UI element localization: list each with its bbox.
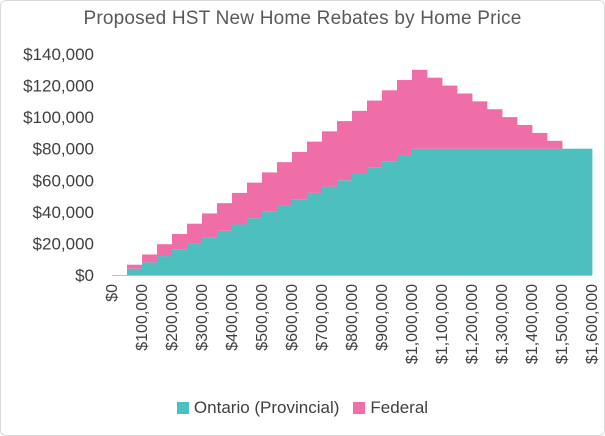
x-tick-label: $1,500,000 [554,284,571,364]
federal-step-7 [217,203,233,231]
ontario-step-10 [262,211,278,275]
ontario-step-25 [487,148,503,275]
legend-label-federal: Federal [370,398,429,417]
ontario-step-26 [502,148,518,275]
federal-step-13 [307,141,323,193]
federal-step-11 [277,162,293,206]
ontario-step-24 [472,148,488,275]
legend: Ontario (Provincial) Federal [0,398,605,418]
x-tick-label: $1,300,000 [494,284,511,364]
ontario-step-2 [142,262,158,275]
series-layer [127,69,593,275]
ontario-step-14 [322,186,338,275]
y-tick-label: $120,000 [23,77,94,96]
legend-item-ontario: Ontario (Provincial) [176,398,340,418]
federal-step-24 [472,101,488,149]
x-tick-label: $800,000 [344,284,361,351]
ontario-step-13 [307,192,323,275]
ontario-step-18 [382,161,398,275]
x-tick-label: $700,000 [314,284,331,351]
x-tick-label: $1,600,000 [584,284,601,364]
x-tick-label: $500,000 [254,284,271,351]
legend-label-ontario: Ontario (Provincial) [193,398,340,417]
x-tick-label: $900,000 [374,284,391,351]
y-axis: $0 $20,000 $40,000 $60,000 $80,000 $100,000 $1… [23,45,94,285]
federal-step-19 [397,80,413,156]
ontario-step-20 [412,148,428,275]
federal-step-3 [157,244,173,257]
y-tick-label: $140,000 [23,45,94,64]
ontario-step-11 [277,205,293,275]
y-tick-label: $60,000 [33,171,94,190]
federal-step-23 [457,93,473,149]
ontario-step-4 [172,249,188,275]
federal-step-14 [322,131,338,187]
y-tick-label: $20,000 [33,234,94,253]
ontario-step-27 [517,148,533,275]
federal-step-12 [292,151,308,200]
federal-step-21 [427,77,443,149]
x-tick-label: $1,400,000 [524,284,541,364]
federal-step-10 [262,172,278,212]
y-tick-label: $40,000 [33,203,94,222]
ontario-step-6 [202,237,218,275]
x-tick-label: $1,100,000 [434,284,451,364]
ontario-step-1 [127,268,143,275]
ontario-step-16 [352,173,368,275]
ontario-step-19 [397,155,413,275]
ontario-step-3 [157,256,173,275]
federal-step-18 [382,90,398,162]
ontario-step-31 [577,148,593,275]
y-tick-label: $100,000 [23,108,94,127]
federal-step-16 [352,110,368,174]
federal-step-22 [442,85,458,149]
ontario-step-17 [367,167,383,275]
federal-step-8 [232,192,248,225]
ontario-step-8 [232,224,248,275]
x-tick-label: $100,000 [134,284,151,351]
federal-step-17 [367,100,383,168]
ontario-step-30 [562,148,578,275]
federal-step-15 [337,121,353,181]
ontario-step-28 [532,148,548,275]
federal-step-28 [532,132,548,149]
x-axis: $0 $100,000 $200,000 $300,000 $400,000 $500,0… [104,275,601,364]
federal-step-25 [487,109,503,149]
ontario-step-7 [217,230,233,275]
federal-step-20 [412,69,428,149]
ontario-step-21 [427,148,443,275]
ontario-step-12 [292,199,308,275]
x-tick-label: $1,200,000 [464,284,481,364]
legend-swatch-federal [353,402,366,414]
legend-swatch-ontario [176,402,189,414]
x-tick-label: $600,000 [284,284,301,351]
y-tick-label: $80,000 [33,140,94,159]
federal-step-9 [247,182,263,219]
federal-step-1 [127,264,143,269]
ontario-step-29 [547,148,563,275]
x-tick-label: $0 [104,284,121,302]
legend-item-federal: Federal [353,398,428,418]
ontario-step-5 [187,243,203,275]
x-tick-label: $300,000 [194,284,211,351]
x-tick-label: $200,000 [164,284,181,351]
ontario-step-15 [337,180,353,275]
ontario-step-9 [247,218,263,275]
federal-step-2 [142,254,158,263]
federal-step-6 [202,213,218,238]
federal-step-5 [187,223,203,244]
chart-title: Proposed HST New Home Rebates by Home Pr… [83,8,522,29]
y-tick-label: $0 [75,266,94,285]
federal-step-29 [547,140,563,149]
x-tick-label: $1,000,000 [404,284,421,364]
ontario-step-22 [442,148,458,275]
ontario-step-23 [457,148,473,275]
x-tick-label: $400,000 [224,284,241,351]
federal-step-27 [517,125,533,149]
federal-step-4 [172,233,188,250]
federal-step-26 [502,117,518,149]
